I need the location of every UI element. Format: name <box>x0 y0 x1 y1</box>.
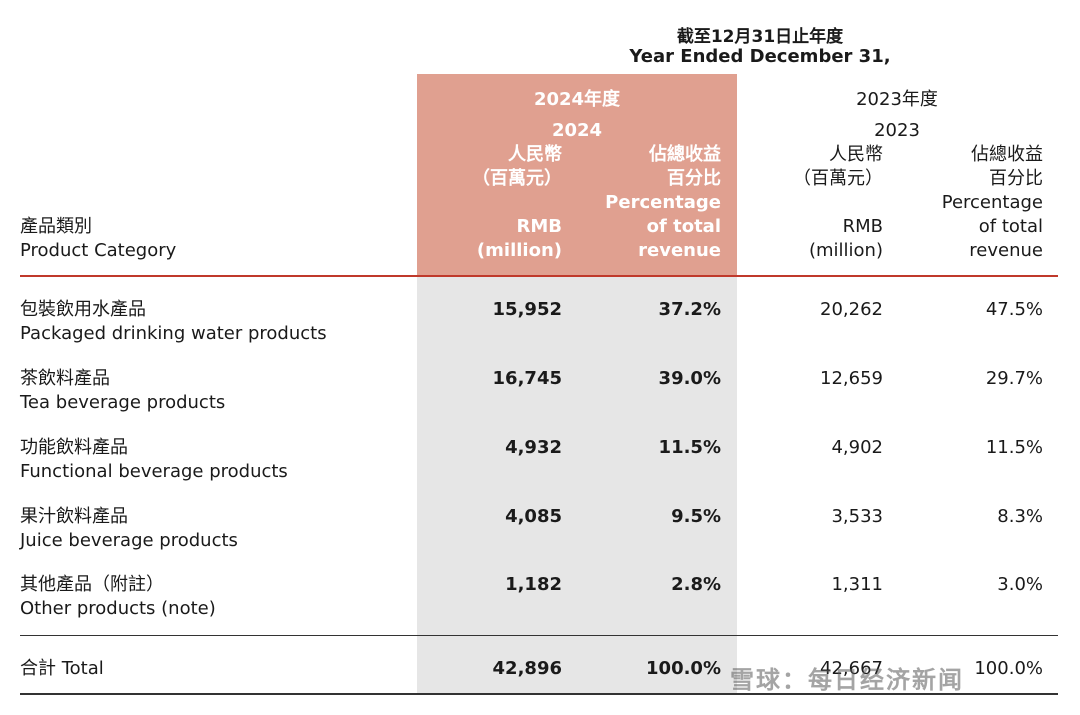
bottom-rule <box>20 693 1058 695</box>
year-2024-zh: 2024年度 <box>533 89 621 110</box>
rmb-2023-cell: 20,262 <box>820 299 883 320</box>
table-title-en: Year Ended December 31, <box>629 46 891 67</box>
row-label-zh: 包裝飲用水產品 <box>20 299 146 320</box>
row-label-en: Tea beverage products <box>20 392 226 413</box>
rmb-2024-cell: 16,745 <box>492 368 562 389</box>
pct-en2-2024: of total <box>646 216 721 237</box>
row-label-en: Juice beverage products <box>20 530 238 551</box>
pct-en3-2024: revenue <box>638 240 721 261</box>
rmb-2023-cell: 1,311 <box>831 574 883 595</box>
table-title-zh: 截至12月31日止年度 <box>676 27 844 47</box>
pct-2023-cell: 8.3% <box>997 506 1043 527</box>
watermark: 雪球：每日经济新闻 <box>730 666 964 694</box>
pct-2024-cell: 39.0% <box>658 368 721 389</box>
pct-2024-cell: 11.5% <box>658 437 721 458</box>
total-pct-2024: 100.0% <box>646 658 721 679</box>
rmb-2024-cell: 15,952 <box>492 299 562 320</box>
rmb-zh-2024: 人民幣 <box>508 144 562 165</box>
pct-zh-2024: 佔總收益 <box>649 144 721 165</box>
rmb-unit-en-2024: (million) <box>476 240 562 261</box>
rmb-unit-zh-2023: （百萬元） <box>793 168 883 189</box>
category-header-zh: 產品類別 <box>20 216 92 237</box>
pct-2024-cell: 37.2% <box>658 299 721 320</box>
row-label-en: Packaged drinking water products <box>20 323 327 344</box>
pct-zh2-2023: 百分比 <box>989 168 1043 189</box>
pct-zh-2023: 佔總收益 <box>971 144 1043 165</box>
year-2023-zh: 2023年度 <box>856 89 938 110</box>
rmb-en-2023: RMB <box>842 216 883 237</box>
rmb-2024-cell: 4,085 <box>505 506 562 527</box>
total-rmb-2023: 42,667 <box>820 658 883 679</box>
highlight-2024-body <box>417 275 737 695</box>
year-2023: 2023 <box>874 120 920 141</box>
total-divider <box>20 635 1058 636</box>
row-label-zh: 茶飲料產品 <box>20 368 110 389</box>
row-label-en: Other products (note) <box>20 598 216 619</box>
rmb-2024-cell: 4,932 <box>505 437 562 458</box>
pct-en-2024: Percentage <box>605 192 721 213</box>
row-label-zh: 果汁飲料產品 <box>20 506 128 527</box>
year-2024: 2024 <box>551 120 603 141</box>
header-divider <box>20 275 1058 277</box>
rmb-2023-cell: 12,659 <box>820 368 883 389</box>
pct-2023-cell: 47.5% <box>985 299 1043 320</box>
rmb-2023-cell: 4,902 <box>831 437 883 458</box>
total-pct-2023: 100.0% <box>974 658 1043 679</box>
row-label-zh: 其他產品（附註） <box>20 574 164 595</box>
rmb-unit-en-2023: (million) <box>808 240 883 261</box>
category-header-en: Product Category <box>20 240 177 261</box>
pct-en3-2023: revenue <box>969 240 1043 261</box>
row-label-en: Functional beverage products <box>20 461 288 482</box>
pct-2023-cell: 11.5% <box>985 437 1043 458</box>
pct-en2-2023: of total <box>978 216 1043 237</box>
pct-2023-cell: 3.0% <box>997 574 1043 595</box>
highlight-2024-header <box>417 74 737 275</box>
rmb-zh-2023: 人民幣 <box>829 144 883 165</box>
rmb-unit-zh-2024: （百萬元） <box>472 168 562 189</box>
rmb-en-2024: RMB <box>516 216 563 237</box>
total-rmb-2024: 42,896 <box>492 658 562 679</box>
total-label: 合計 Total <box>20 658 104 679</box>
pct-en-2023: Percentage <box>941 192 1043 213</box>
row-label-zh: 功能飲料產品 <box>20 437 128 458</box>
pct-2024-cell: 9.5% <box>671 506 721 527</box>
rmb-2024-cell: 1,182 <box>505 574 562 595</box>
rmb-2023-cell: 3,533 <box>831 506 883 527</box>
pct-zh2-2024: 百分比 <box>667 168 721 189</box>
pct-2023-cell: 29.7% <box>985 368 1043 389</box>
pct-2024-cell: 2.8% <box>671 574 721 595</box>
